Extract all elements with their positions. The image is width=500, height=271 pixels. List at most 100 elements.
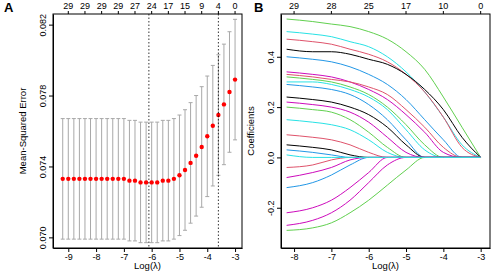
point [205,134,209,138]
axis-line [281,15,282,249]
point [66,177,70,181]
tick: 0.2 [266,101,281,114]
tick-label: -7 [328,252,336,262]
tick-mark [235,11,236,14]
coefficient-path [287,102,481,157]
tick: -4 [204,248,212,262]
error-bar-cap [139,122,143,123]
coefficient-path [287,157,481,225]
tick-label: 29 [80,1,90,11]
tick: 0.0 [266,152,281,165]
error-bar-cap [205,196,209,197]
error-bar-cap [127,240,131,241]
tick: -5 [176,248,184,262]
coefficient-path [287,120,481,158]
coefficient-path [287,97,481,157]
tick-label: 17 [401,1,411,11]
error-bar-cap [161,240,165,241]
error-bar [72,119,76,240]
coefficient-path [287,157,481,187]
error-bar-cap [116,118,120,119]
y-axis: -0.20.00.20.4 [266,15,282,249]
y-axis: 0.0700.0740.0780.082 [38,14,54,249]
error-bar [111,119,115,240]
figure: -9-8-7-6-5-4-30.0700.0740.0780.082292929… [0,0,500,271]
error-bar-cap [183,230,187,231]
panel: -8-7-6-5-4-3-0.20.00.20.429282517100Log(… [245,0,491,271]
error-bar-cap [144,122,148,123]
error-bar [100,119,104,240]
error-bar-cap [111,239,115,240]
error-bar-cap [116,239,120,240]
error-bar [127,120,131,241]
error-bar [166,120,170,241]
axis-line [282,248,491,249]
plot-frame [281,14,490,248]
error-bar-cap [61,118,65,119]
error-bar [94,119,98,240]
error-bar-cap [94,239,98,240]
tick-label: 0.070 [38,227,48,250]
error-bar-cap [122,239,126,240]
tick-label: -9 [65,252,73,262]
error-bar [83,119,87,240]
error-bar-cap [122,118,126,119]
tick-label: -5 [403,252,411,262]
error-bar-cap [233,19,237,20]
tick-label: 25 [364,1,374,11]
point [161,178,165,182]
error-bar [189,103,193,224]
tick-mark [151,11,152,14]
tick-label: 29 [97,1,107,11]
point [61,177,65,181]
tick-label: 0.2 [266,101,276,114]
tick-label: 0.082 [38,14,48,37]
plot-area [61,14,238,248]
error-bar [66,119,70,240]
error-bar-cap [77,239,81,240]
coefficient-path [287,157,481,167]
error-bar-cap [100,239,104,240]
error-bar [216,55,220,176]
tick-label: -0.2 [266,200,276,216]
error-bar [150,122,154,243]
error-bar-cap [111,118,115,119]
tick-label: 0.0 [266,152,276,165]
tick: -5 [403,248,411,262]
error-bar [200,87,204,208]
tick-label: 29 [63,1,73,11]
error-bar [133,120,137,241]
error-bar-cap [227,152,231,153]
tick-label: -8 [93,252,101,262]
tick-label: -7 [120,252,128,262]
tick: 0.070 [38,227,53,250]
error-bar [227,32,231,153]
point [172,177,176,181]
point [155,180,159,184]
point [199,145,203,149]
x-axis-title: Log(λ) [134,260,161,271]
error-bar [122,119,126,240]
error-bar-cap [150,122,154,123]
tick-mark [49,25,53,26]
point [127,178,131,182]
coefficient-path [287,82,481,157]
point [166,178,170,182]
tick: -3 [232,248,240,262]
error-bar-cap [222,164,226,165]
error-bar-cap [200,207,204,208]
axis-line [53,15,54,249]
panel: -9-8-7-6-5-4-30.0700.0740.0780.082292929… [4,0,243,271]
error-bar-cap [94,118,98,119]
coefficient-path [287,32,481,158]
tick-mark [68,11,69,14]
y-axis-title: Coefficients [245,106,256,156]
point [144,180,148,184]
coefficient-path [287,84,481,157]
tick-label: 29 [289,1,299,11]
error-bar-cap [161,120,165,121]
point [222,102,226,106]
point [94,177,98,181]
error-bar-cap [139,242,143,243]
point [227,90,231,94]
